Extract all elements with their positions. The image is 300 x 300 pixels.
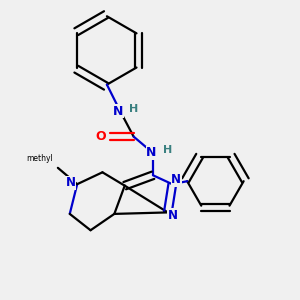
Text: N: N	[113, 105, 123, 118]
Text: O: O	[96, 130, 106, 143]
Text: H: H	[129, 104, 138, 114]
Text: N: N	[168, 209, 178, 222]
Text: H: H	[163, 145, 172, 155]
Text: N: N	[66, 176, 76, 189]
Text: N: N	[146, 146, 157, 160]
Text: methyl: methyl	[27, 154, 53, 164]
Text: N: N	[171, 173, 181, 186]
